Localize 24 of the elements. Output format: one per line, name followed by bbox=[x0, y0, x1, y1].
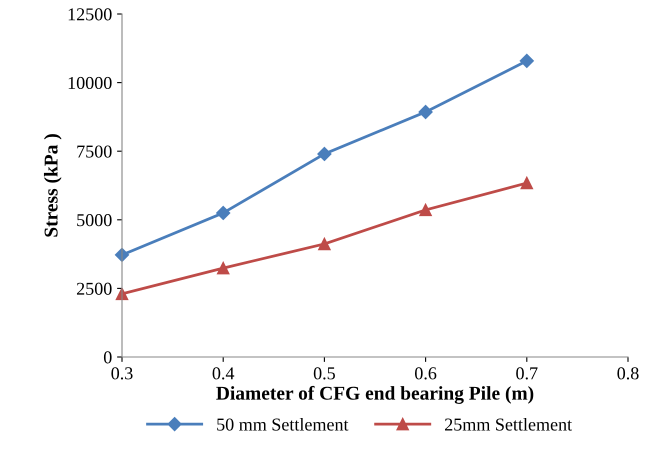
y-tick-label: 5000 bbox=[77, 214, 112, 226]
y-tick-label: 2500 bbox=[76, 282, 112, 295]
x-axis-title: Diameter of CFG end bearing Pile (m) bbox=[216, 386, 534, 404]
point bbox=[216, 262, 230, 274]
x-tick-label: 0.7 bbox=[516, 367, 538, 380]
point bbox=[216, 206, 230, 220]
y-axis-title: Stress (kPa ) bbox=[44, 134, 62, 237]
point bbox=[520, 54, 534, 68]
legend-label: 50 mm Settlement bbox=[217, 418, 348, 431]
point bbox=[318, 238, 331, 250]
legend-label: 25mm Settlement bbox=[445, 418, 572, 431]
point bbox=[520, 176, 534, 190]
x-tick-label: 0.6 bbox=[415, 367, 436, 380]
y-tick-label: 10000 bbox=[68, 76, 112, 90]
x-tick-label: 0.5 bbox=[314, 367, 335, 380]
point bbox=[317, 146, 332, 162]
point bbox=[419, 204, 432, 216]
y-tick-label: 7500 bbox=[77, 145, 112, 158]
point bbox=[418, 104, 433, 120]
y-tick-label: 0 bbox=[104, 351, 112, 364]
y-tick-label: 12500 bbox=[68, 8, 112, 20]
x-tick-label: 0.4 bbox=[212, 367, 234, 380]
x-tick-label: 0.3 bbox=[111, 367, 133, 380]
x-tick-label: 0.8 bbox=[617, 367, 639, 380]
